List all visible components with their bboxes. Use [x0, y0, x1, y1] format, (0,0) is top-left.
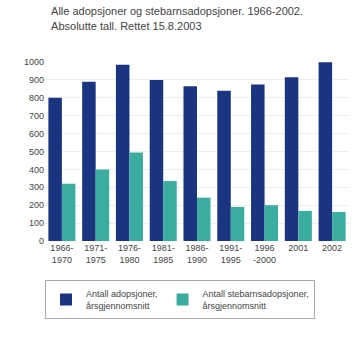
svg-text:700: 700 [29, 111, 44, 121]
svg-text:900: 900 [29, 75, 44, 85]
svg-text:1986-1990: 1986-1990 [185, 243, 208, 265]
svg-text:100: 100 [29, 218, 44, 228]
svg-text:Alle adopsjoner og stebarnsado: Alle adopsjoner og stebarnsadopsjoner. 1… [51, 5, 303, 31]
svg-text:1996-2000: 1996-2000 [253, 243, 276, 265]
svg-text:1966-1970: 1966-1970 [50, 243, 73, 265]
svg-text:Antall adopsjoner,årsgjennomsn: Antall adopsjoner,årsgjennomsnitt [86, 289, 158, 311]
svg-text:1981-1985: 1981-1985 [152, 243, 175, 265]
svg-text:Antall stebarnsadopsjoner,årsg: Antall stebarnsadopsjoner,årsgjennomsnit… [203, 289, 309, 311]
svg-text:200: 200 [29, 200, 44, 210]
svg-text:1976-1980: 1976-1980 [118, 243, 141, 265]
svg-text:0: 0 [39, 236, 44, 246]
svg-text:400: 400 [29, 165, 44, 175]
svg-text:1991-1995: 1991-1995 [219, 243, 242, 265]
svg-text:600: 600 [29, 129, 44, 139]
svg-text:500: 500 [29, 147, 44, 157]
svg-text:1000: 1000 [24, 57, 44, 67]
svg-text:2001: 2001 [288, 243, 308, 253]
svg-text:2002: 2002 [322, 243, 342, 253]
svg-text:1971-1975: 1971-1975 [84, 243, 107, 265]
svg-text:800: 800 [29, 93, 44, 103]
svg-text:300: 300 [29, 182, 44, 192]
